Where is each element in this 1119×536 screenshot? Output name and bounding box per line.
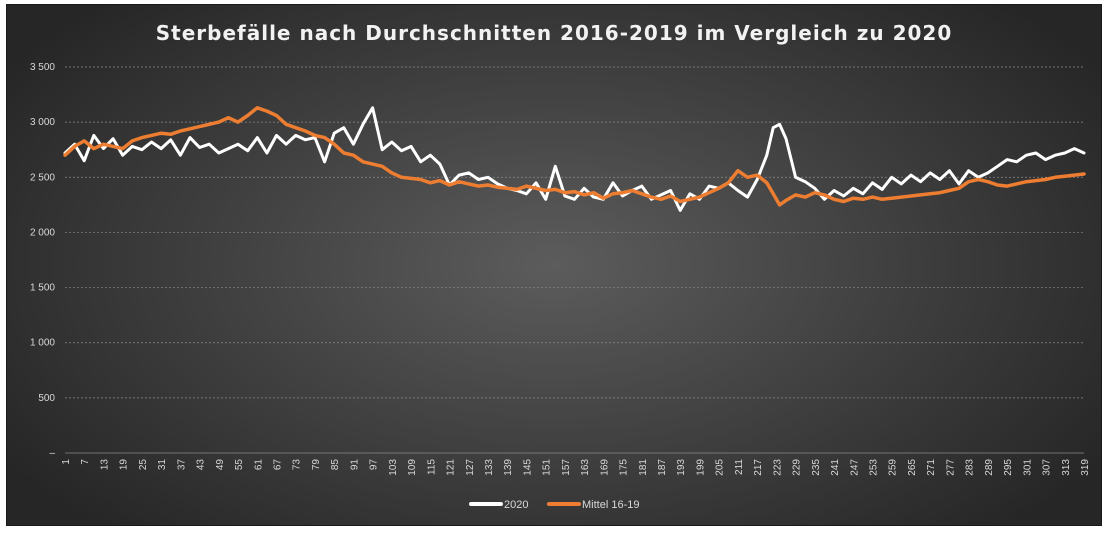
- y-tick-label: 3 500: [30, 62, 55, 73]
- x-tick-label: 163: [580, 459, 591, 476]
- x-tick-label: 25: [138, 459, 149, 471]
- x-tick-label: 109: [407, 459, 418, 476]
- x-tick-label: 103: [388, 459, 399, 476]
- y-tick-label: 3 000: [30, 117, 55, 128]
- x-tick-label: 91: [349, 459, 360, 471]
- x-tick-label: 199: [695, 459, 706, 476]
- x-tick-label: 133: [484, 459, 495, 476]
- x-tick-label: 127: [465, 459, 476, 476]
- x-tick-label: 55: [234, 459, 245, 471]
- x-tick-label: 295: [1003, 459, 1014, 476]
- x-tick-label: 217: [753, 459, 764, 476]
- y-tick-label: 1 500: [30, 283, 55, 294]
- x-tick-label: 61: [253, 459, 264, 471]
- x-tick-label: 157: [561, 459, 572, 476]
- x-tick-label: 289: [984, 459, 995, 476]
- x-tick-label: 73: [292, 459, 303, 471]
- x-tick-label: 277: [945, 459, 956, 476]
- series-line-mittel: [63, 106, 1086, 207]
- x-tick-label: 19: [119, 459, 130, 471]
- x-tick-label: 121: [446, 459, 457, 476]
- x-tick-label: 253: [869, 459, 880, 476]
- x-tick-label: 139: [503, 459, 514, 476]
- x-tick-label: 169: [599, 459, 610, 476]
- x-tick-label: 115: [426, 459, 437, 475]
- x-tick-label: 205: [715, 459, 726, 476]
- x-tick-label: 37: [176, 459, 187, 471]
- x-tick-label: 151: [542, 459, 553, 476]
- x-tick-label: 1: [61, 459, 72, 465]
- x-tick-label: 307: [1042, 459, 1053, 476]
- x-tick-label: 85: [330, 459, 341, 471]
- x-tick-label: 187: [657, 459, 668, 476]
- x-tick-label: 145: [522, 459, 533, 476]
- y-tick-label: 1 000: [30, 338, 55, 349]
- y-tick-label: 500: [38, 393, 55, 404]
- x-tick-label: 259: [888, 459, 899, 476]
- x-tick-label: 193: [676, 459, 687, 476]
- x-tick-label: 211: [734, 459, 745, 475]
- x-tick-label: 301: [1022, 459, 1033, 476]
- x-tick-label: 49: [215, 459, 226, 471]
- legend-label: 2020: [504, 499, 528, 511]
- x-tick-label: 79: [311, 459, 322, 471]
- x-tick-label: 175: [619, 459, 630, 476]
- x-tick-label: 247: [849, 459, 860, 476]
- x-tick-label: 319: [1080, 459, 1091, 476]
- y-tick-label: –: [49, 448, 55, 459]
- x-tick-label: 283: [965, 459, 976, 476]
- chart-area: Sterbefälle nach Durchschnitten 2016-201…: [6, 4, 1102, 526]
- line-chart: – 500 1 000 1 500 2 000 2 500 3 000 3 500 1 7 13 19…: [30, 62, 1091, 511]
- y-tick-label: 2 500: [30, 172, 55, 183]
- x-tick-label: 265: [907, 459, 918, 476]
- x-tick-label: 235: [811, 459, 822, 476]
- y-tick-label: 2 000: [30, 227, 55, 238]
- x-tick-label: 13: [99, 459, 110, 471]
- x-tick-label: 31: [157, 459, 168, 471]
- x-tick-label: 223: [772, 459, 783, 476]
- x-tick-label: 229: [792, 459, 803, 476]
- x-tick-label: 67: [272, 459, 283, 471]
- x-tick-label: 181: [638, 459, 649, 476]
- legend-label: Mittel 16-19: [582, 499, 639, 511]
- x-tick-label: 241: [830, 459, 841, 476]
- x-tick-label: 313: [1061, 459, 1072, 476]
- x-tick-label: 7: [80, 459, 91, 465]
- x-tick-label: 97: [369, 459, 380, 471]
- x-tick-label: 271: [926, 459, 937, 476]
- x-tick-label: 43: [196, 459, 207, 471]
- chart-title: Sterbefälle nach Durchschnitten 2016-201…: [155, 21, 953, 45]
